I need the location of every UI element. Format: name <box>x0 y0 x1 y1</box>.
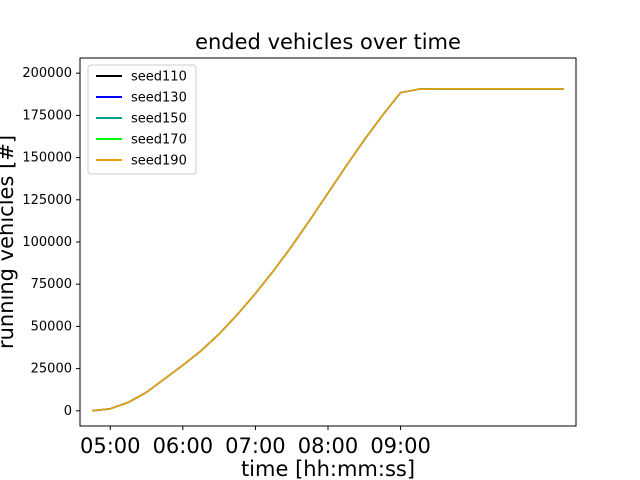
y-tick-label: 125000 <box>22 193 72 208</box>
y-tick-label: 175000 <box>22 108 72 123</box>
y-tick-label: 200000 <box>22 66 72 81</box>
y-axis-label: running vehicles [#] <box>0 135 18 349</box>
x-tick-label: 08:00 <box>298 434 359 458</box>
x-axis: 05:00 06:00 07:00 08:00 09:00 <box>80 426 431 458</box>
legend-label: seed190 <box>131 154 187 169</box>
x-tick-label: 07:00 <box>225 434 286 458</box>
x-tick-label: 05:00 <box>80 434 141 458</box>
y-axis: 0 25000 50000 75000 100000 125000 150000 175000… <box>22 66 80 419</box>
y-tick-label: 100000 <box>22 235 72 250</box>
series-line-seed190 <box>92 88 564 412</box>
y-tick-label: 150000 <box>22 151 72 166</box>
legend-box <box>87 64 197 175</box>
legend-label: seed150 <box>131 112 187 127</box>
x-axis-label: time [hh:mm:ss] <box>241 457 415 480</box>
x-tick-label: 09:00 <box>370 434 431 458</box>
legend-label: seed170 <box>131 133 187 148</box>
y-tick-label: 50000 <box>31 319 72 334</box>
legend-label: seed130 <box>131 91 187 106</box>
plot-area <box>92 88 564 412</box>
chart-title: ended vehicles over time <box>195 30 461 54</box>
legend-label: seed110 <box>131 70 187 85</box>
y-tick-label: 25000 <box>31 362 72 377</box>
legend: seed110 seed130 seed150 seed170 seed190 <box>87 64 197 175</box>
y-tick-label: 75000 <box>31 277 72 292</box>
y-tick-label: 0 <box>64 404 72 419</box>
x-tick-label: 06:00 <box>153 434 214 458</box>
